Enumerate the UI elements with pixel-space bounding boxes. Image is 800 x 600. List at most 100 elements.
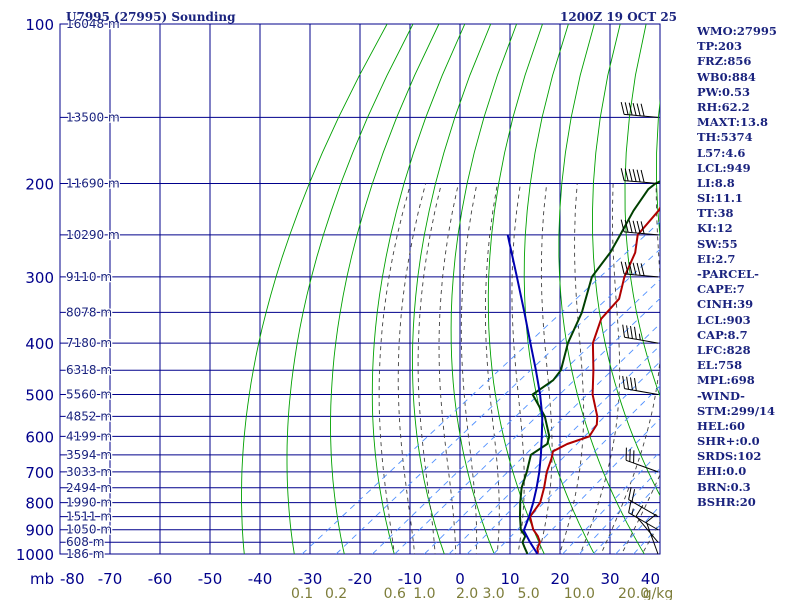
index-item: SHR+:0.0 [697,434,760,449]
dry-adiabat [241,24,388,554]
barb-feather [628,262,633,275]
index-item: TT:38 [697,206,734,221]
index-item: L57:4.6 [697,145,746,160]
index-item: CAPE:7 [697,282,745,297]
index-item: RH:62.2 [697,99,750,114]
wind-barb [620,261,659,278]
barb-staff [645,521,659,555]
moist-adiabat [460,183,478,554]
barb-staff [628,499,659,518]
wind-barb [620,101,659,118]
barb-feather [626,376,629,390]
barb-staff [624,336,659,344]
barb-feather [632,102,637,116]
barb-feather [636,262,641,276]
mixing-ratio-line [615,505,660,554]
valid-time: 1200Z 19 OCT 25 [560,10,678,24]
height-label: 11690 m [66,177,120,191]
barb-staff [624,273,659,278]
mixing-ratio-unit-label: g/kg [643,586,674,600]
dry-adiabat [523,24,595,554]
mixing-ratio-line [493,385,660,554]
barb-feather [636,103,641,116]
index-item: SW:55 [697,236,738,251]
pressure-tick-label: 700 [25,464,54,482]
wind-barb [628,500,659,531]
pressure-unit-label: mb [30,570,54,588]
mixing-ratio-line [301,221,660,554]
barb-feather [628,168,633,182]
pressure-tick-label: 800 [25,495,54,513]
wind-barb [620,219,659,236]
barb-feather [624,102,629,115]
height-label: 3594 m [66,448,112,462]
index-item: -PARCEL- [697,267,759,281]
mixing-ratio-label: 10.0 [564,586,595,600]
pressure-tick-label: 1000 [16,546,54,564]
wind-barb [628,487,659,518]
temperature-tick-label: -20 [348,570,373,588]
barb-feather [622,375,625,389]
mixing-ratio-line [578,467,660,554]
pressure-tick-label: 400 [25,335,54,353]
mixing-ratio-line [372,278,660,554]
height-label: 9110 m [66,270,112,284]
barb-feather [628,500,632,513]
barb-half-feather [631,508,634,515]
index-item: KI:12 [697,221,733,236]
height-label: 13500 m [66,110,120,124]
temperature-tick-label: -10 [398,570,423,588]
station-title: U7995 (27995) Sounding [66,10,236,24]
barb-feather [640,169,645,183]
index-item: BRN:0.3 [697,479,751,494]
temperature-tick-label: 30 [600,570,619,588]
mixing-ratio-label: 0.1 [291,586,313,600]
barb-feather [636,220,641,234]
height-label: 1511 m [66,510,112,524]
temperature-tick-label: -60 [148,570,173,588]
mixing-ratio-label: 5.0 [517,586,539,600]
mixing-ratio-label: 2.0 [456,586,478,600]
barb-feather [632,169,637,182]
temperature-tick-label: -50 [198,570,223,588]
dry-adiabat [371,24,466,554]
temperature-tick-label: 10 [500,570,519,588]
barb-feather [631,489,636,502]
barb-feather [628,220,633,233]
height-label: 1990 m [66,496,112,510]
barb-staff [624,388,659,395]
index-item: EL:758 [697,358,743,373]
barb-feather [640,103,645,117]
moist-adiabat [484,183,500,554]
index-item: TH:5374 [697,130,753,145]
pressure-tick-label: 600 [25,428,54,446]
barb-feather [620,101,625,115]
dry-adiabat [773,24,800,565]
barb-feather [646,513,657,523]
index-item: PW:0.53 [697,84,751,99]
dry-adiabat [411,24,492,554]
temperature-trace [529,206,660,554]
barb-feather [634,326,637,340]
height-label: 4199 m [66,429,112,443]
barb-staff [624,113,659,118]
barb-feather [640,221,645,234]
wind-barb [622,375,659,395]
height-label: 16048 m [66,17,120,31]
mixing-ratio-line [562,451,660,554]
mixing-ratio-line [424,323,660,554]
moist-adiabat [579,183,621,554]
wind-barb [622,324,659,344]
wind-barb [645,513,659,555]
barb-feather [632,220,637,234]
index-item: EI:2.7 [697,251,736,266]
index-item: FRZ:856 [697,54,752,69]
barb-feather [628,102,633,116]
barb-staff [635,515,659,543]
barb-feather [634,378,637,391]
dry-adiabats [241,24,800,565]
barb-feather [624,168,629,182]
barb-feather [636,169,641,183]
barb-half-feather [638,333,641,341]
